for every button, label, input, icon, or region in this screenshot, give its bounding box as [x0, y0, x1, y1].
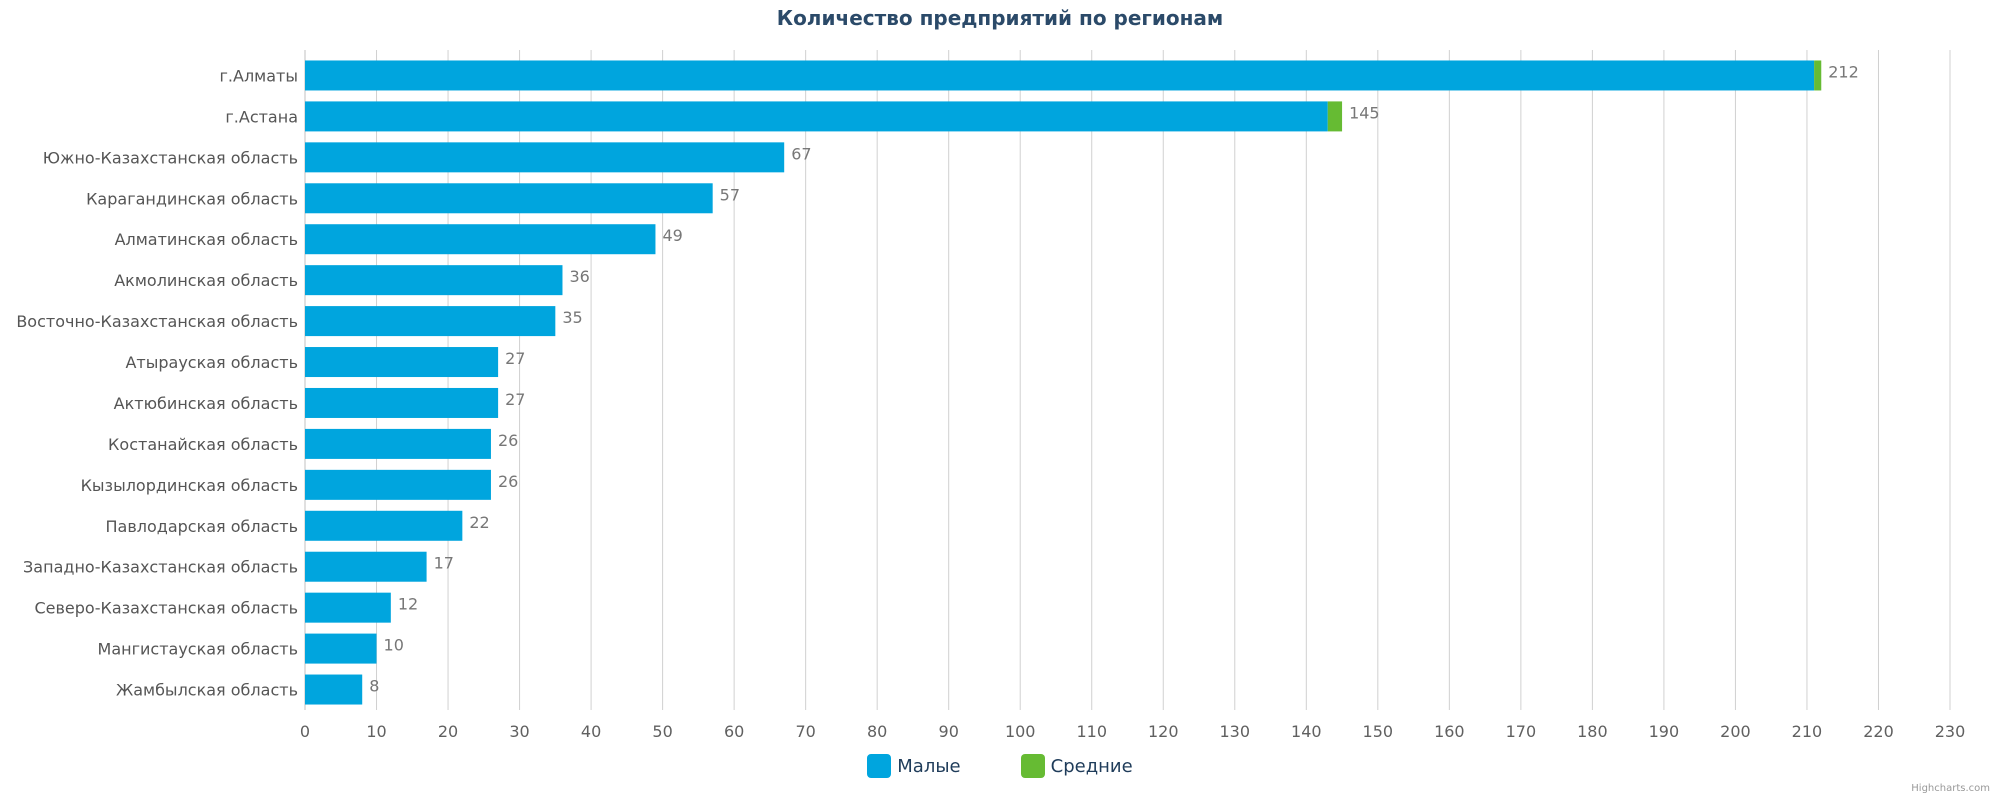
category-label: Атырауская область [125, 353, 298, 372]
bar-small[interactable] [305, 510, 463, 541]
category-label: Кызылординская область [81, 476, 298, 495]
data-label: 36 [569, 267, 589, 286]
x-tick-label: 60 [724, 722, 744, 741]
bar-small[interactable] [305, 60, 1815, 91]
data-label: 26 [498, 431, 518, 450]
bar-small[interactable] [305, 183, 713, 214]
bar-small[interactable] [305, 306, 556, 337]
bar-small[interactable] [305, 101, 1328, 132]
data-label: 17 [434, 554, 454, 573]
legend-label-medium: Средние [1050, 755, 1133, 777]
data-label: 57 [720, 185, 740, 204]
x-tick-label: 0 [300, 722, 310, 741]
x-tick-label: 100 [1005, 722, 1036, 741]
category-label: Южно-Казахстанская область [43, 148, 298, 167]
category-label: Восточно-Казахстанская область [16, 312, 298, 331]
data-label: 67 [791, 144, 811, 163]
bar-small[interactable] [305, 674, 363, 705]
x-axis-ticks: 0 10 20 30 40 50 60 70 80 90 100 110 120 130 140 150 160… [300, 722, 1965, 741]
category-label: г.Алматы [220, 66, 299, 85]
bar-small[interactable] [305, 387, 499, 418]
category-label: Алматинская область [115, 230, 298, 249]
x-tick-label: 90 [939, 722, 959, 741]
x-tick-label: 210 [1792, 722, 1823, 741]
x-tick-label: 150 [1363, 722, 1394, 741]
category-label: Акмолинская область [114, 271, 298, 290]
legend: Малые Средние [0, 754, 2000, 778]
bar-small[interactable] [305, 142, 785, 173]
bar-small[interactable] [305, 428, 491, 459]
credit-link[interactable]: Highcharts.com [1911, 783, 1990, 794]
data-labels: 212 145 67 57 49 36 35 27 27 26 26 22 17 12 10 8 [369, 62, 1859, 695]
data-label: 8 [369, 677, 379, 696]
x-tick-label: 130 [1220, 722, 1251, 741]
data-label: 12 [398, 595, 418, 614]
category-label: Павлодарская область [105, 517, 298, 536]
x-tick-label: 70 [795, 722, 815, 741]
data-label: 22 [469, 513, 489, 532]
x-tick-label: 180 [1577, 722, 1608, 741]
category-label: Северо-Казахстанская область [34, 599, 298, 618]
bar-medium[interactable] [1814, 60, 1822, 91]
x-tick-label: 120 [1148, 722, 1179, 741]
data-label: 212 [1828, 62, 1859, 81]
x-tick-label: 80 [867, 722, 887, 741]
x-tick-label: 200 [1720, 722, 1751, 741]
x-tick-label: 190 [1649, 722, 1680, 741]
x-tick-label: 160 [1434, 722, 1465, 741]
category-label: Жамбылская область [116, 681, 298, 700]
category-labels: г.Алматы г.Астана Южно-Казахстанская облас… [16, 66, 298, 699]
legend-swatch-small [867, 754, 892, 778]
x-tick-label: 30 [509, 722, 529, 741]
category-label: г.Астана [225, 107, 298, 126]
bars [305, 60, 1822, 705]
data-label: 49 [662, 226, 682, 245]
category-label: Костанайская область [108, 435, 298, 454]
data-label: 10 [384, 636, 404, 655]
x-tick-label: 50 [652, 722, 672, 741]
bar-small[interactable] [305, 347, 499, 378]
legend-item-medium[interactable]: Средние [1020, 754, 1133, 778]
bar-small[interactable] [305, 633, 377, 664]
category-label: Западно-Казахстанская область [23, 558, 298, 577]
x-tick-label: 230 [1935, 722, 1966, 741]
x-tick-label: 220 [1863, 722, 1894, 741]
data-label: 27 [505, 349, 525, 368]
bar-small[interactable] [305, 592, 391, 623]
category-label: Мангистауская область [98, 640, 298, 659]
x-tick-label: 110 [1076, 722, 1107, 741]
bar-small[interactable] [305, 265, 563, 296]
bar-small[interactable] [305, 224, 656, 255]
data-label: 35 [562, 308, 582, 327]
bar-medium[interactable] [1327, 101, 1343, 132]
x-tick-label: 140 [1291, 722, 1322, 741]
legend-item-small[interactable]: Малые [867, 754, 961, 778]
legend-swatch-medium [1020, 754, 1045, 778]
data-label: 27 [505, 390, 525, 409]
x-tick-label: 20 [438, 722, 458, 741]
bar-small[interactable] [305, 469, 491, 500]
chart-title: Количество предприятий по регионам [776, 6, 1224, 30]
x-tick-label: 10 [366, 722, 386, 741]
category-label: Актюбинская область [114, 394, 298, 413]
legend-label-small: Малые [897, 755, 961, 777]
x-tick-label: 40 [581, 722, 601, 741]
category-label: Карагандинская область [86, 189, 298, 208]
data-label: 145 [1349, 103, 1380, 122]
bar-small[interactable] [305, 551, 427, 582]
data-label: 26 [498, 472, 518, 491]
x-tick-label: 170 [1506, 722, 1537, 741]
